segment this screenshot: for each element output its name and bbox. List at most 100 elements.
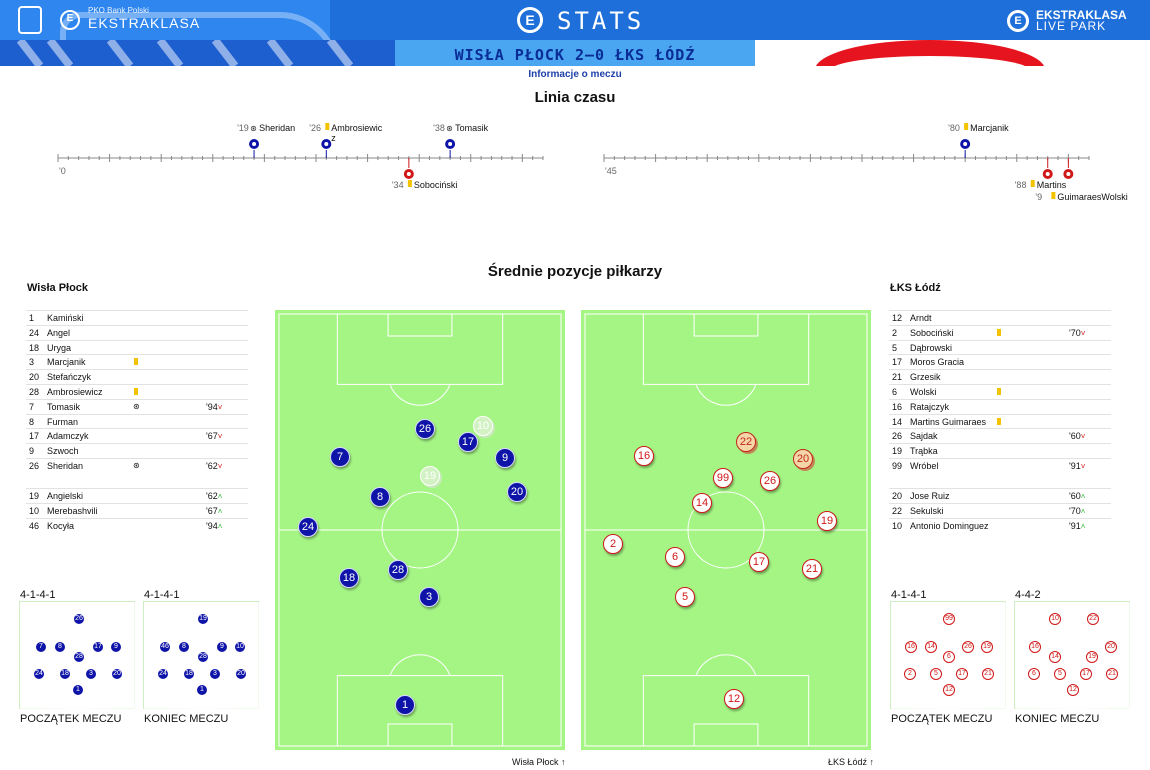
player-position-marker[interactable]: 2 bbox=[603, 534, 623, 554]
away-substitutes: 20 Jose Ruiz '60˄ 22 Sekulski '70˄ 10 Antonio D… bbox=[889, 488, 1111, 532]
player-name: Furman bbox=[47, 416, 79, 427]
ball-icon: ⊛ bbox=[133, 460, 140, 470]
player-name: Sheridan bbox=[47, 460, 84, 471]
player-row: 8 Furman bbox=[26, 413, 248, 429]
player-position-marker[interactable]: 9 bbox=[495, 448, 515, 468]
chevron-up-icon: ˄ bbox=[1080, 492, 1086, 501]
formation-player-marker: 12 bbox=[943, 684, 955, 696]
away-footer-label: ŁKS Łódź bbox=[828, 757, 868, 767]
player-name: Uryga bbox=[47, 342, 72, 353]
yellow-card-icon bbox=[134, 387, 138, 395]
away-banner bbox=[755, 40, 1150, 66]
yellow-card-icon bbox=[997, 417, 1001, 425]
sub-minute: '67 bbox=[206, 431, 218, 442]
formation-player-marker: 5 bbox=[1054, 668, 1066, 680]
svg-text:z: z bbox=[331, 133, 336, 143]
substitution-time: '70˄ bbox=[1069, 504, 1085, 519]
substitution-time: '62˅ bbox=[206, 459, 222, 474]
formation-player-marker: 3 bbox=[85, 668, 97, 680]
formation-player-marker: 14 bbox=[925, 641, 937, 653]
player-position-marker[interactable]: 28 bbox=[388, 560, 408, 580]
player-number: 18 bbox=[29, 342, 40, 353]
player-position-marker[interactable]: 18 bbox=[339, 568, 359, 588]
player-row: 18 Uryga bbox=[26, 339, 248, 355]
timeline-start-label: '45 bbox=[605, 166, 617, 176]
timeline-event-tomasik: '38 ⊛ Tomasik bbox=[433, 123, 489, 158]
player-position-marker[interactable]: 26 bbox=[415, 419, 435, 439]
formation-player-marker: 6 bbox=[943, 651, 955, 663]
player-position-marker[interactable]: 16 bbox=[634, 446, 654, 466]
formation-player-marker: 9 bbox=[110, 641, 122, 653]
player-position-marker[interactable]: 5 bbox=[675, 587, 695, 607]
formation-player-marker: 26 bbox=[962, 641, 974, 653]
player-position-marker[interactable]: 8 bbox=[370, 487, 390, 507]
player-position-marker[interactable]: 26 bbox=[760, 471, 780, 491]
home-phase-start: POCZĄTEK MECZU bbox=[20, 713, 122, 725]
sub-minute: '67 bbox=[206, 505, 218, 516]
player-row: 12 Arndt bbox=[889, 310, 1111, 325]
home-footer-label: Wisła Płock bbox=[512, 757, 559, 767]
player-number: 16 bbox=[892, 401, 903, 412]
away-start-formation: 99 16 14 26 19 6 2 5 17 21 12 bbox=[890, 601, 1007, 710]
player-number: 26 bbox=[29, 460, 40, 471]
player-number: 6 bbox=[892, 386, 898, 397]
player-position-marker[interactable]: 7 bbox=[330, 447, 350, 467]
chevron-up-icon: ˄ bbox=[217, 506, 223, 516]
home-formation-end: 4-1-4-1 bbox=[144, 589, 180, 601]
player-name: Dąbrowski bbox=[910, 342, 953, 353]
chevron-up-icon: ˄ bbox=[217, 492, 223, 501]
event-player-name: Ambrosiewic bbox=[331, 123, 383, 133]
player-position-marker[interactable]: 21 bbox=[802, 559, 822, 579]
formation-player-marker: 6 bbox=[1028, 668, 1040, 680]
player-position-marker[interactable]: 10 bbox=[473, 416, 493, 436]
player-position-marker[interactable]: 99 bbox=[713, 468, 733, 488]
live-park-logo[interactable]: EKSTRAKLASA LIVE PARK bbox=[1036, 8, 1127, 33]
sub-minute: '70 bbox=[1069, 505, 1081, 516]
player-position-marker[interactable]: 3 bbox=[419, 587, 439, 607]
player-number: 21 bbox=[892, 372, 903, 383]
formation-player-marker: 8 bbox=[178, 641, 190, 653]
sub-minute: '62 bbox=[206, 491, 218, 501]
player-position-marker[interactable]: 14 bbox=[692, 493, 712, 513]
home-pitch-footer[interactable]: Wisła Płock ↑ bbox=[512, 757, 566, 767]
yellow-card-icon bbox=[964, 123, 969, 130]
player-position-marker[interactable]: 24 bbox=[298, 517, 318, 537]
player-number: 22 bbox=[892, 505, 903, 516]
formation-player-marker: 99 bbox=[943, 613, 955, 625]
formation-player-marker: 17 bbox=[92, 641, 104, 653]
player-name: Wróbel bbox=[910, 460, 939, 471]
player-row: 7 Tomasik ⊛ '94˅ bbox=[26, 398, 248, 415]
player-position-marker[interactable]: 22 bbox=[736, 432, 756, 452]
player-name: Sajdak bbox=[910, 431, 938, 442]
sub-minute: '94 bbox=[206, 520, 218, 531]
home-team-name: Wisła Płock bbox=[27, 282, 89, 294]
match-info-link[interactable]: Informacje o meczu bbox=[528, 69, 622, 80]
formation-player-marker: 19 bbox=[981, 641, 993, 653]
away-pitch-footer[interactable]: ŁKS Łódź ↑ bbox=[828, 757, 874, 767]
player-name: Grzesik bbox=[910, 372, 941, 383]
player-position-marker[interactable]: 17 bbox=[749, 552, 769, 572]
player-position-marker[interactable]: 6 bbox=[665, 547, 685, 567]
player-row: 26 Sheridan ⊛ '62˅ bbox=[26, 457, 248, 474]
player-position-marker[interactable]: 20 bbox=[507, 482, 527, 502]
player-position-marker[interactable]: 19 bbox=[817, 511, 837, 531]
player-position-marker[interactable]: 17 bbox=[458, 432, 478, 452]
player-position-marker[interactable]: 20 bbox=[793, 449, 813, 469]
home-lineup: 1 Kamiński 24 Angel 18 Uryga 3 Marcjanik 20 Stefa… bbox=[26, 310, 248, 473]
pitch-lines bbox=[1015, 602, 1131, 710]
player-position-marker[interactable]: 1 bbox=[395, 695, 415, 715]
player-position-marker[interactable]: 12 bbox=[724, 689, 744, 709]
substitution-time: '91˄ bbox=[1069, 519, 1085, 534]
player-number: 8 bbox=[29, 416, 35, 427]
substitution-time: '94˅ bbox=[206, 400, 222, 415]
substitution-time: '62˄ bbox=[206, 489, 222, 504]
yellow-card-icon bbox=[1030, 180, 1035, 187]
substitution-time: '60˄ bbox=[1069, 489, 1085, 504]
player-number: 17 bbox=[892, 357, 903, 368]
player-row: 46 Kocyła '94˄ bbox=[26, 517, 248, 533]
home-end-formation: 19 46 8 9 10 28 24 18 3 20 1 bbox=[143, 601, 260, 710]
player-position-marker[interactable]: 19 bbox=[420, 466, 440, 486]
timeline-event-sobociński: '34 Sobociński bbox=[392, 158, 457, 190]
player-number: 10 bbox=[892, 520, 903, 531]
player-row: 6 Wolski bbox=[889, 383, 1111, 399]
